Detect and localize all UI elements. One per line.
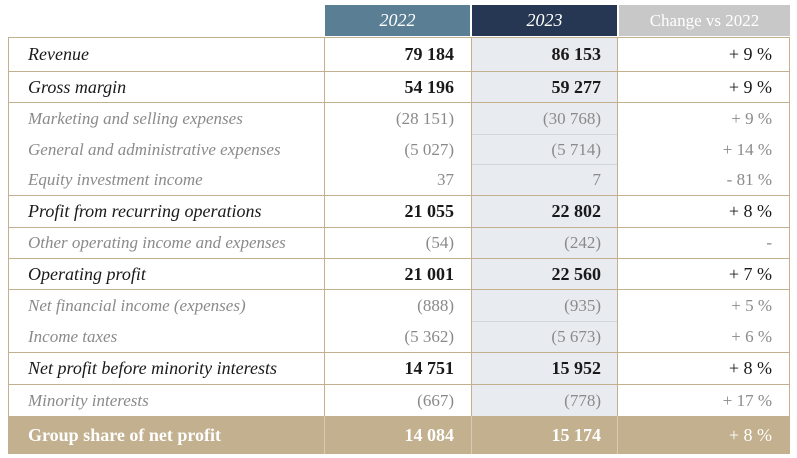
table-row: Minority interests (667) (778) + 17 %	[8, 385, 790, 416]
row-subseparator	[472, 134, 617, 135]
value-2023: (5 714)	[551, 139, 601, 159]
header-change: Change vs 2022	[619, 5, 790, 36]
header-2022: 2022	[325, 5, 470, 36]
table-row: Operating profit 21 001 22 560 + 7 %	[8, 259, 790, 289]
value-2023: 86 153	[551, 43, 602, 64]
value-change: + 8 %	[728, 201, 772, 221]
value-change: + 9 %	[731, 108, 772, 128]
table-row: Profit from recurring operations 21 055 …	[8, 196, 790, 227]
row-separator	[8, 195, 790, 196]
value-change: -	[766, 233, 772, 252]
row-label: Gross margin	[28, 77, 127, 97]
total-value-change: + 8 %	[728, 425, 772, 445]
table-row: Revenue 79 184 86 153 + 9 %	[8, 37, 790, 71]
value-2023: (5 673)	[551, 327, 601, 346]
row-label: Profit from recurring operations	[28, 201, 262, 221]
value-2022: 37	[437, 170, 454, 189]
table-row: Net profit before minority interests 14 …	[8, 353, 790, 384]
value-2022: 79 184	[404, 43, 455, 64]
row-label: Other operating income and expenses	[28, 233, 286, 252]
row-subseparator	[472, 321, 617, 322]
column-divider	[324, 37, 325, 416]
value-change: + 8 %	[728, 358, 772, 378]
value-2023: (30 768)	[542, 108, 601, 128]
row-label: Equity investment income	[28, 170, 203, 189]
column-divider	[471, 37, 472, 416]
header-2023: 2023	[472, 5, 617, 36]
total-value-2022: 14 084	[404, 425, 455, 445]
row-separator	[8, 227, 790, 228]
total-label: Group share of net profit	[28, 425, 222, 445]
value-change: + 9 %	[728, 77, 772, 97]
column-divider	[471, 416, 472, 454]
row-separator	[8, 352, 790, 353]
value-2022: 21 055	[404, 201, 455, 221]
value-2022: 21 001	[404, 263, 455, 284]
value-change: - 81 %	[726, 170, 772, 189]
row-label: Minority interests	[28, 390, 149, 410]
row-label: Operating profit	[28, 263, 146, 284]
value-2022: (667)	[417, 390, 454, 410]
value-2023: (242)	[564, 233, 601, 252]
row-label: General and administrative expenses	[28, 139, 281, 159]
table-row: Gross margin 54 196 59 277 + 9 %	[8, 72, 790, 103]
table-row: Other operating income and expenses (54)…	[8, 228, 790, 258]
value-2023: 15 952	[551, 358, 602, 378]
value-2023: 22 560	[551, 263, 602, 284]
value-change: + 6 %	[731, 327, 772, 346]
value-change: + 14 %	[722, 139, 772, 159]
column-divider	[617, 37, 618, 416]
row-label: Marketing and selling expenses	[28, 108, 243, 128]
value-2022: (28 151)	[395, 108, 454, 128]
value-2022: (5 362)	[404, 327, 454, 346]
value-2022: 14 751	[404, 358, 455, 378]
row-separator	[8, 258, 790, 259]
row-label: Net financial income (expenses)	[28, 295, 246, 315]
value-2022: (5 027)	[404, 139, 454, 159]
column-divider	[324, 416, 325, 454]
value-change: + 9 %	[728, 43, 772, 64]
value-2023: (935)	[564, 295, 601, 315]
value-change: + 17 %	[722, 390, 772, 410]
value-2023: 59 277	[551, 77, 602, 97]
table-row: General and administrative expenses (5 0…	[8, 134, 790, 165]
table-row: Income taxes (5 362) (5 673) + 6 %	[8, 322, 790, 352]
row-subseparator	[472, 164, 617, 165]
table-row: Equity investment income 37 7 - 81 %	[8, 165, 790, 195]
value-2022: (54)	[425, 233, 454, 252]
row-separator	[8, 102, 790, 103]
value-2022: 54 196	[404, 77, 455, 97]
total-row: Group share of net profit 14 084 15 174 …	[8, 416, 790, 454]
column-divider	[617, 416, 618, 454]
value-2023: 7	[592, 170, 602, 189]
value-change: + 7 %	[728, 263, 772, 284]
row-separator	[8, 71, 790, 72]
table-row: Marketing and selling expenses (28 151) …	[8, 103, 790, 134]
row-separator	[8, 289, 790, 290]
row-label: Revenue	[28, 43, 89, 64]
value-2023: (778)	[564, 390, 601, 410]
value-change: + 5 %	[731, 295, 772, 315]
value-2022: (888)	[417, 295, 454, 315]
total-value-2023: 15 174	[551, 425, 602, 445]
row-label: Income taxes	[28, 327, 118, 346]
row-separator	[8, 384, 790, 385]
table-row: Net financial income (expenses) (888) (9…	[8, 290, 790, 321]
row-label: Net profit before minority interests	[28, 358, 277, 378]
value-2023: 22 802	[551, 201, 602, 221]
